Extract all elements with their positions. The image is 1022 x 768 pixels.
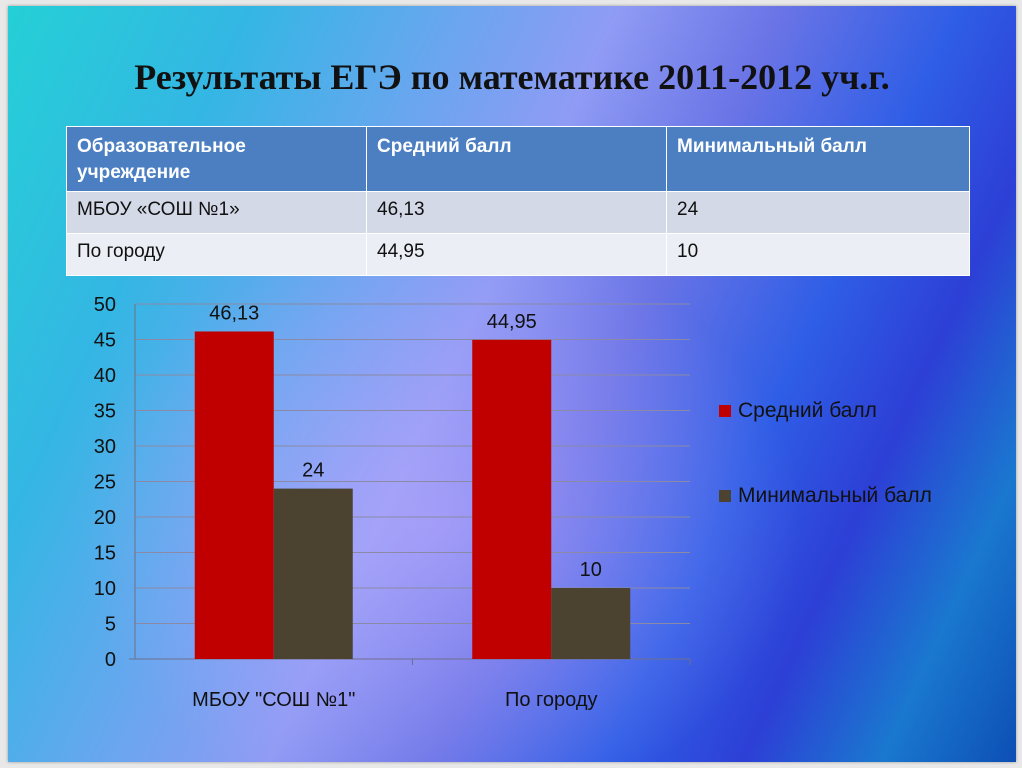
table-cell: 24 [666,191,970,235]
results-table: Образовательное учреждение Средний балл … [66,125,970,277]
legend-swatch [719,490,731,502]
y-tick-label: 10 [94,578,116,600]
table-header-cell: Средний балл [366,125,667,193]
y-tick-label: 5 [105,614,116,636]
bar-minimum [551,588,631,659]
x-category-label: По городу [505,689,598,711]
bar-chart: 0 5 10 15 20 25 30 35 40 45 50 46,13 24 МБОУ "СОШ №1"… [94,294,932,711]
y-tick-label: 15 [94,543,116,565]
y-tick-label: 30 [94,436,116,458]
y-tick-label: 35 [94,401,116,423]
legend-label: Средний балл [738,399,877,422]
y-tick-label: 20 [94,507,116,529]
y-tick-label: 25 [94,472,116,494]
table-row: По городу 44,95 10 [66,233,970,277]
y-tick-label: 40 [94,365,116,387]
bar-average [194,331,274,659]
bar-average [472,339,552,659]
table-cell: По городу [66,233,367,277]
slide-title: Результаты ЕГЭ по математике 2011-2012 у… [134,57,890,97]
y-tick-label: 50 [94,294,116,316]
table-row: МБОУ «СОШ №1» 46,13 24 [66,191,970,235]
data-label: 44,95 [487,311,537,333]
table-header-row: Образовательное учреждение Средний балл … [66,125,970,193]
data-label: 10 [580,559,602,581]
bar-minimum [273,488,353,659]
y-tick-label: 0 [105,649,116,671]
slide: Результаты ЕГЭ по математике 2011-2012 у… [8,6,1016,762]
table-cell: 44,95 [366,233,667,277]
table-cell: МБОУ «СОШ №1» [66,191,367,235]
table-cell: 46,13 [366,191,667,235]
y-tick-label: 45 [94,330,116,352]
table-header-cell: Образовательное учреждение [66,125,367,193]
legend-label: Минимальный балл [738,484,932,507]
x-category-label: МБОУ "СОШ №1" [192,689,355,711]
data-label: 46,13 [209,302,259,324]
data-label: 24 [302,460,324,482]
legend-swatch [719,405,731,417]
table-header-cell: Минимальный балл [666,125,970,193]
table-cell: 10 [666,233,970,277]
